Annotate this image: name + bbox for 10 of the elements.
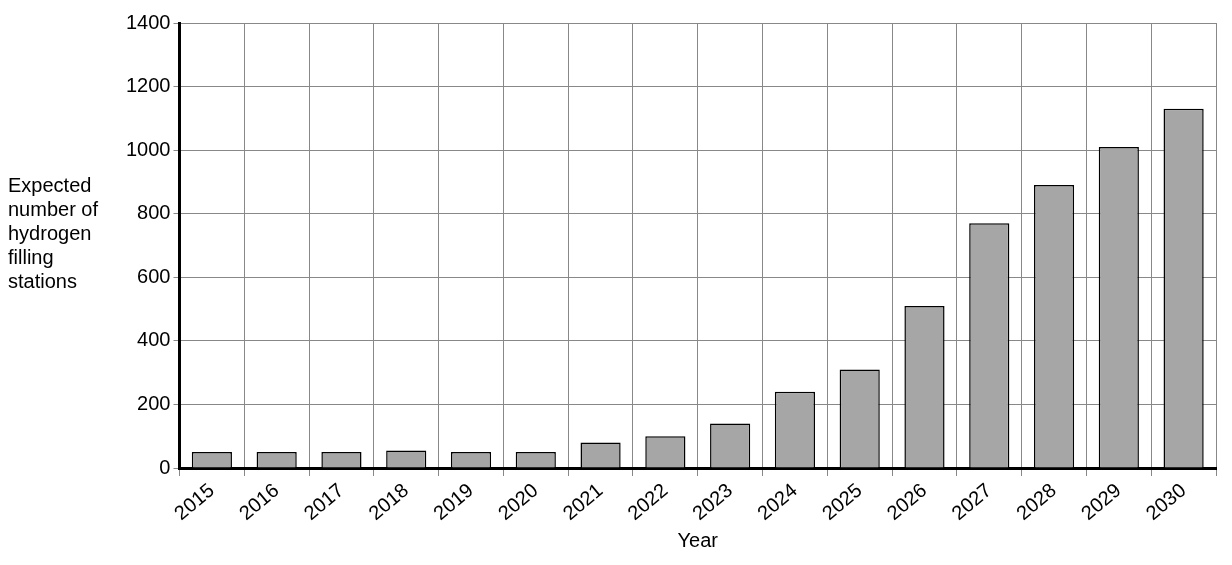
y-tick-label: 200 xyxy=(137,391,171,414)
y-tick-label: 1000 xyxy=(125,137,171,160)
y-tick-label: 1400 xyxy=(125,10,171,33)
y-tick-label: 800 xyxy=(137,201,171,224)
y-tick-label: 600 xyxy=(137,264,171,287)
y-axis-title: Expected number of hydrogen filling stations xyxy=(8,173,99,293)
y-tick-label: 1200 xyxy=(125,74,171,97)
y-tick-label: 400 xyxy=(137,328,171,351)
y-tick-label: 0 xyxy=(159,455,171,478)
x-axis-title: Year xyxy=(677,528,719,551)
